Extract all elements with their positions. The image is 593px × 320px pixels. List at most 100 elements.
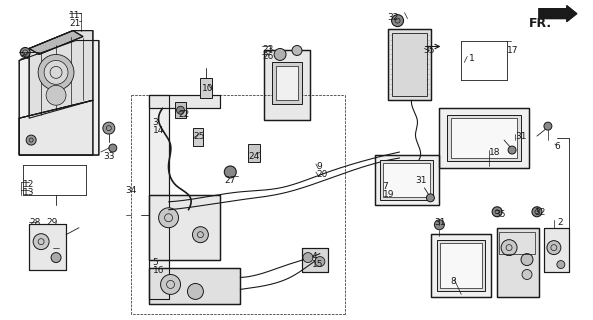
Bar: [499, 232, 535, 253]
Bar: [391, 33, 428, 96]
Text: FR.: FR.: [529, 17, 552, 30]
Circle shape: [51, 252, 61, 262]
Circle shape: [224, 166, 236, 178]
Text: 7: 7: [382, 182, 388, 191]
Text: 9: 9: [316, 162, 321, 171]
Polygon shape: [19, 41, 99, 155]
Bar: [272, 62, 302, 104]
Polygon shape: [388, 28, 432, 100]
Text: 14: 14: [152, 126, 164, 135]
Text: 2: 2: [557, 218, 563, 227]
Circle shape: [501, 240, 517, 256]
Text: 24: 24: [248, 152, 260, 161]
Circle shape: [109, 144, 117, 152]
Polygon shape: [29, 31, 83, 54]
Text: 28: 28: [29, 218, 40, 227]
Text: 29: 29: [46, 218, 58, 227]
Text: 5: 5: [152, 258, 158, 267]
Circle shape: [23, 50, 28, 55]
Circle shape: [426, 194, 435, 202]
Text: 34: 34: [126, 186, 137, 195]
Circle shape: [161, 275, 180, 294]
Circle shape: [557, 260, 565, 268]
Polygon shape: [264, 51, 310, 120]
Circle shape: [26, 135, 36, 145]
Polygon shape: [149, 95, 168, 300]
Text: 21: 21: [69, 19, 81, 28]
Text: 25: 25: [193, 132, 205, 141]
Circle shape: [303, 252, 313, 262]
Circle shape: [522, 269, 532, 279]
Text: 3: 3: [152, 118, 158, 127]
Circle shape: [532, 207, 542, 217]
Bar: [248, 144, 260, 162]
Polygon shape: [29, 224, 66, 269]
Polygon shape: [302, 248, 328, 271]
Text: 35: 35: [423, 46, 435, 55]
Circle shape: [33, 234, 49, 250]
Circle shape: [274, 49, 286, 60]
Circle shape: [38, 54, 74, 90]
Bar: [200, 78, 212, 98]
Circle shape: [177, 106, 184, 114]
Text: 17: 17: [507, 46, 519, 55]
Circle shape: [187, 284, 203, 300]
Polygon shape: [149, 95, 221, 108]
Circle shape: [46, 85, 66, 105]
Text: 6: 6: [555, 142, 560, 151]
Polygon shape: [432, 234, 491, 297]
Text: 20: 20: [316, 170, 327, 179]
Circle shape: [521, 253, 533, 266]
Circle shape: [292, 45, 302, 55]
Polygon shape: [19, 100, 93, 155]
Text: 31: 31: [435, 218, 446, 227]
Circle shape: [547, 241, 561, 255]
Polygon shape: [149, 268, 240, 304]
Text: 35: 35: [494, 210, 506, 219]
Polygon shape: [544, 228, 569, 271]
Circle shape: [20, 47, 30, 58]
Circle shape: [193, 227, 208, 243]
Text: 11: 11: [69, 11, 81, 20]
Text: 19: 19: [382, 190, 394, 199]
Text: 18: 18: [489, 148, 500, 157]
Bar: [451, 118, 517, 158]
Bar: [276, 67, 298, 100]
Text: 31: 31: [515, 132, 527, 141]
Polygon shape: [29, 31, 93, 118]
Circle shape: [315, 257, 325, 267]
Polygon shape: [149, 195, 221, 260]
Polygon shape: [439, 108, 529, 168]
Circle shape: [508, 146, 516, 154]
Circle shape: [544, 122, 552, 130]
Text: 1: 1: [469, 54, 475, 63]
Text: 23: 23: [262, 44, 273, 53]
Polygon shape: [497, 228, 539, 297]
Text: 10: 10: [202, 84, 214, 93]
Circle shape: [391, 15, 403, 27]
Text: 8: 8: [450, 277, 456, 286]
Text: 26: 26: [262, 52, 273, 61]
Bar: [447, 115, 521, 161]
Text: 32: 32: [534, 208, 546, 217]
Text: 33: 33: [103, 152, 114, 161]
Circle shape: [103, 122, 115, 134]
Text: 32: 32: [388, 13, 399, 22]
Bar: [382, 163, 431, 197]
Text: 22: 22: [178, 110, 190, 119]
Text: 16: 16: [152, 266, 164, 275]
Text: 12: 12: [23, 180, 34, 189]
Circle shape: [158, 208, 178, 228]
Text: 27: 27: [224, 176, 235, 185]
Text: 31: 31: [416, 176, 427, 185]
Bar: [441, 243, 482, 288]
Circle shape: [435, 220, 444, 230]
Text: 15: 15: [312, 260, 323, 268]
Text: 30: 30: [19, 52, 31, 61]
Bar: [438, 240, 485, 292]
Polygon shape: [539, 6, 577, 22]
Text: 13: 13: [23, 188, 35, 197]
Bar: [193, 128, 203, 146]
Bar: [380, 160, 433, 200]
Polygon shape: [375, 155, 439, 205]
